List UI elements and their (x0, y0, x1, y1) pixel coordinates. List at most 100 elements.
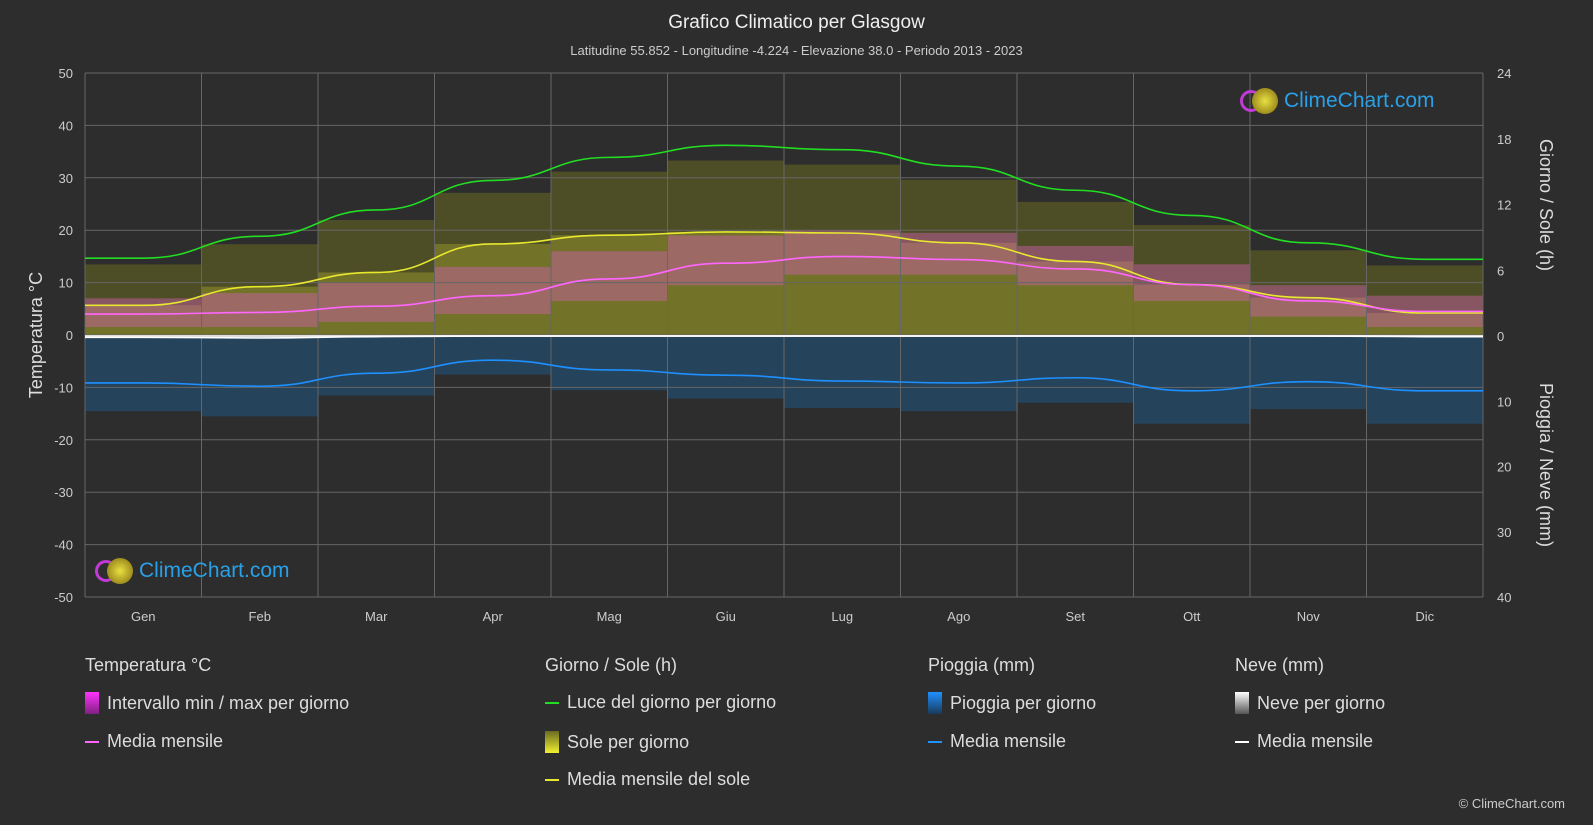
legend-temp-range: Intervallo min / max per giorno (85, 692, 349, 714)
x-tick-label: Ott (1183, 609, 1201, 624)
y-right-top-tick-label: 6 (1497, 263, 1504, 278)
x-tick-label: Ago (947, 609, 970, 624)
rain-band (551, 336, 668, 391)
x-tick-label: Nov (1297, 609, 1321, 624)
y-left-tick-label: 40 (59, 118, 73, 133)
y-left-tick-label: 50 (59, 66, 73, 81)
y-left-tick-label: -30 (54, 485, 73, 500)
line-swatch-icon (85, 740, 99, 743)
legend-snow-daily: Neve per giorno (1235, 692, 1385, 714)
legend-temp-header: Temperatura °C (85, 655, 212, 675)
temp-range-band (900, 232, 1017, 275)
logo-text: ClimeChart.com (139, 559, 290, 582)
y-right-bottom-tick-label: 30 (1497, 525, 1511, 540)
rain-band (201, 336, 318, 417)
temperature-mean-line (85, 255, 1483, 315)
temp-range-band (318, 282, 435, 322)
y-left-tick-label: -20 (54, 433, 73, 448)
y-left-tick-label: 30 (59, 171, 73, 186)
y-left-axis-label: Temperatura °C (26, 272, 46, 398)
snow-swatch-icon (1235, 692, 1249, 714)
legend-snow-mean: Media mensile (1235, 731, 1373, 752)
y-left-tick-label: -50 (54, 590, 73, 605)
logo-text: ClimeChart.com (1284, 89, 1435, 112)
logo-sun-icon (1252, 88, 1278, 114)
temp-range-band (434, 266, 551, 315)
legend-snow-header: Neve (mm) (1235, 655, 1324, 675)
rain-band (434, 336, 551, 375)
rain-band (1250, 336, 1367, 410)
x-tick-label: Set (1065, 609, 1085, 624)
rain-band (1017, 336, 1134, 403)
y-right-bottom-tick-label: 20 (1497, 460, 1511, 475)
sunshine-mean-band (85, 305, 202, 336)
sunshine-mean-band (551, 235, 668, 336)
rain-band (667, 336, 784, 399)
x-tick-label: Feb (249, 609, 271, 624)
rain-band (784, 336, 901, 409)
rain-band (85, 336, 202, 412)
legend-sun-header: Giorno / Sole (h) (545, 655, 678, 675)
y-right-bottom-tick-label: 40 (1497, 590, 1511, 605)
legend-rain-header: Pioggia (mm) (928, 655, 1036, 675)
chart-subtitle: Latitudine 55.852 - Longitudine -4.224 -… (570, 43, 1023, 58)
temp-range-band (1017, 245, 1134, 286)
y-right-top-tick-label: 18 (1497, 132, 1511, 147)
x-tick-label: Gen (131, 609, 156, 624)
y-right-top-tick-label: 24 (1497, 66, 1511, 81)
y-left-tick-label: -10 (54, 380, 73, 395)
temp-range-band (784, 230, 901, 275)
x-tick-label: Mag (597, 609, 622, 624)
sunshine-mean-band (667, 231, 784, 336)
y-right-top-axis-label: Giorno / Sole (h) (1536, 139, 1556, 271)
x-tick-label: Dic (1415, 609, 1434, 624)
line-swatch-icon (1235, 740, 1249, 743)
rain-band (1366, 336, 1483, 424)
x-tick-label: Mar (365, 609, 388, 624)
logo-bottom[interactable]: ClimeChart.com (95, 558, 290, 584)
logo-sun-icon (107, 558, 133, 584)
rain-band (1133, 336, 1250, 424)
x-tick-label: Apr (483, 609, 504, 624)
chart-title: Grafico Climatico per Glasgow (668, 12, 925, 33)
temp-range-band (201, 293, 318, 328)
line-swatch-icon (928, 740, 942, 743)
y-right-top-tick-label: 12 (1497, 198, 1511, 213)
y-right-bottom-axis-label: Pioggia / Neve (mm) (1536, 383, 1556, 547)
legend-daylight: Luce del giorno per giorno (545, 692, 776, 713)
rain-swatch-icon (928, 692, 942, 714)
sunshine-mean-band (434, 243, 551, 336)
sunshine-mean-band (784, 232, 901, 336)
x-tick-label: Lug (831, 609, 853, 624)
y-right-top-tick-label: 0 (1497, 329, 1504, 344)
logo-top[interactable]: ClimeChart.com (1240, 88, 1435, 114)
rain-band (900, 336, 1017, 412)
legend-sunshine: Sole per giorno (545, 731, 689, 753)
y-left-tick-label: -40 (54, 538, 73, 553)
range-swatch-icon (85, 692, 99, 714)
rain-band (318, 336, 435, 396)
legend-rain-mean: Media mensile (928, 731, 1066, 752)
y-right-bottom-tick-label: 10 (1497, 394, 1511, 409)
legend-temp-mean: Media mensile (85, 731, 223, 752)
y-left-tick-label: 20 (59, 223, 73, 238)
sunshine-mean-band (1133, 284, 1250, 336)
temp-range-band (667, 235, 784, 286)
sunshine-mean-band (1366, 312, 1483, 336)
legend-rain-daily: Pioggia per giorno (928, 692, 1096, 714)
snow-mean-line (85, 335, 1483, 339)
sunshine-mean-line (84, 231, 1483, 314)
legend-sun-mean: Media mensile del sole (545, 769, 750, 790)
rain-mean-line (85, 359, 1483, 392)
y-left-tick-label: 0 (66, 328, 73, 343)
sun-swatch-icon (545, 731, 559, 753)
sunshine-mean-band (1250, 297, 1367, 336)
line-swatch-icon (545, 778, 559, 781)
x-tick-label: Giu (716, 609, 736, 624)
sunshine-mean-band (1017, 261, 1134, 336)
copyright: © ClimeChart.com (1458, 796, 1565, 811)
chart-plot: 50 40 30 20 10 0 -10 -20 -30 -40 -50 Gen Feb Mar Apr Ma… (26, 66, 1556, 624)
y-left-tick-label: 10 (59, 276, 73, 291)
daylight-line (84, 144, 1483, 261)
